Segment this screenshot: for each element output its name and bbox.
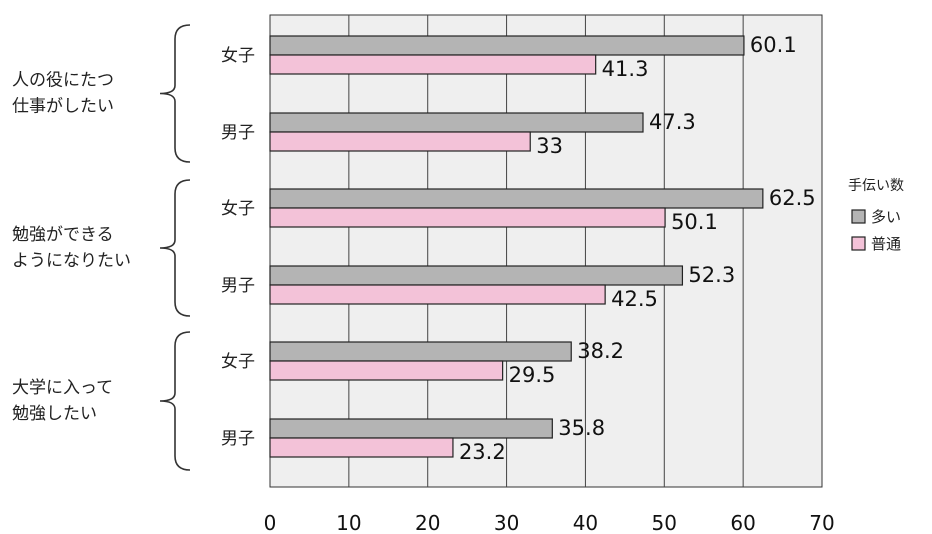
bar-normal-5 [269,437,454,458]
value-label-normal-2: 50.1 [671,210,718,234]
x-tick-label-20: 20 [415,511,440,534]
group-brace-0 [159,24,191,163]
plot-area [269,14,823,488]
category-label-5: 男子 [221,429,255,449]
bar-normal-4 [269,360,504,381]
x-axis-ticks: 0 10 20 30 40 50 60 70 [264,511,835,534]
value-label-normal-5: 23.2 [459,440,506,464]
group-label-1-line-0: 勉強ができる [12,225,114,245]
gridlines [348,15,744,487]
group-label-0-line-0: 人の役にたつ [12,71,114,91]
group-label-2-line-1: 勉強したい [12,404,97,424]
group-braces [159,24,191,471]
value-label-normal-0: 41.3 [602,57,649,81]
group-label-0-line-1: 仕事がしたい [12,97,114,117]
category-label-0: 女子 [221,46,255,66]
category-label-4: 女子 [221,352,255,372]
x-tick-label-0: 0 [264,511,277,534]
group-brace-2 [159,331,191,471]
legend-swatch-1 [851,236,866,251]
x-tick-label-60: 60 [730,511,755,534]
value-label-many-2: 62.5 [769,186,816,210]
x-tick-label-70: 70 [809,511,834,534]
value-label-many-5: 35.8 [558,416,605,440]
bar-many-0 [269,35,745,56]
bar-many-4 [269,341,572,362]
bar-normal-1 [269,131,531,152]
bar-normal-3 [269,284,606,305]
group-label-2-line-0: 大学に入って [12,378,113,398]
bar-many-1 [269,112,644,133]
bar-normal-2 [269,207,666,228]
group-brace-1 [159,179,191,317]
value-label-normal-1: 33 [536,134,563,158]
value-label-many-0: 60.1 [750,33,797,57]
value-label-many-3: 52.3 [688,263,735,287]
value-label-normal-4: 29.5 [509,363,556,387]
bar-many-2 [269,188,764,209]
legend-title: 手伝い数 [848,178,904,194]
x-tick-label-30: 30 [494,511,519,534]
bar-many-3 [269,265,684,286]
category-label-1: 男子 [221,123,255,143]
value-label-many-4: 38.2 [577,339,624,363]
x-tick-label-50: 50 [652,511,677,534]
legend-swatch-0 [851,209,866,224]
legend-label-0: 多い [871,208,901,226]
legend-label-1: 普通 [871,235,901,253]
category-label-2: 女子 [221,199,255,219]
group-label-1-line-1: ようになりたい [12,251,131,271]
value-labels: 60.1 41.3 47.3 33 62.5 50.1 52.3 42.5 38.2 29.5 35… [459,33,816,464]
value-label-many-1: 47.3 [649,110,696,134]
category-label-3: 男子 [221,276,255,296]
bar-normal-0 [269,54,597,75]
x-tick-label-40: 40 [573,511,598,534]
x-tick-label-10: 10 [336,511,361,534]
value-label-normal-3: 42.5 [611,287,658,311]
bars [269,35,764,458]
bar-many-5 [269,418,553,439]
